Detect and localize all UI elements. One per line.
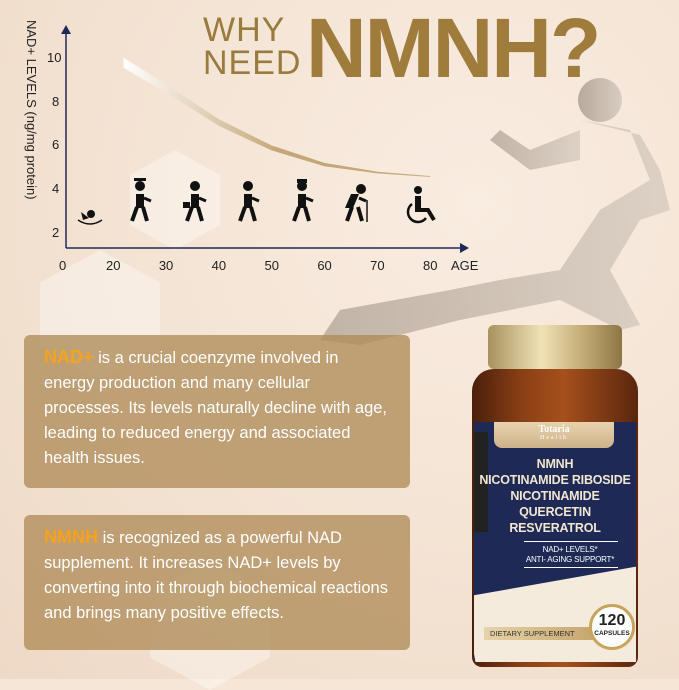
title-line1: WHY bbox=[203, 11, 286, 49]
x-tick-label: 80 bbox=[422, 258, 438, 273]
capsule-unit: CAPSULES bbox=[594, 630, 630, 637]
nad-decline-curve bbox=[123, 57, 430, 178]
nmnh-highlight: NMNH bbox=[44, 527, 98, 547]
x-tick-label: 60 bbox=[317, 258, 332, 273]
supplement-bottle: Totaria Health NMNH NICOTINAMIDE RIBOSID… bbox=[470, 325, 640, 667]
claim: NAD+ LEVELS* bbox=[542, 545, 598, 554]
brand-sub: Health bbox=[540, 435, 568, 441]
nmnh-info-box: NMNH is recognized as a powerful NAD sup… bbox=[24, 515, 410, 650]
elderly-cane-icon bbox=[345, 184, 368, 222]
x-axis-label: AGE bbox=[451, 258, 479, 273]
nad-age-chart bbox=[61, 25, 469, 253]
x-tick-label: 30 bbox=[158, 258, 174, 273]
x-tick-label: 0 bbox=[59, 258, 67, 273]
y-tick-label: 6 bbox=[52, 137, 60, 153]
capsule-count: 120 bbox=[598, 612, 626, 629]
bottle-label: Totaria Health NMNH NICOTINAMIDE RIBOSID… bbox=[474, 422, 636, 662]
y-axis-arrow bbox=[61, 25, 71, 34]
y-tick-label: 10 bbox=[47, 49, 62, 65]
x-tick-label: 70 bbox=[370, 258, 385, 273]
title-nmnh: NMNH? bbox=[306, 1, 601, 95]
baby-icon bbox=[77, 210, 103, 225]
ingredient: NICOTINAMIDE bbox=[510, 489, 600, 503]
brand-logo: Totaria Health bbox=[494, 422, 614, 448]
wheelchair-icon bbox=[406, 186, 436, 224]
y-tick-label: 8 bbox=[52, 93, 60, 109]
ingredient: RESVERATROL bbox=[509, 521, 601, 535]
bottle-cap bbox=[488, 325, 622, 369]
x-axis-arrow bbox=[460, 243, 469, 253]
ingredient: NMNH bbox=[536, 457, 574, 471]
businessman-icon bbox=[238, 181, 260, 222]
y-tick-label: 2 bbox=[52, 225, 60, 240]
runner-silhouette bbox=[320, 78, 670, 345]
badge-strip bbox=[474, 432, 488, 532]
nmnh-description: is recognized as a powerful NAD suppleme… bbox=[44, 529, 388, 622]
dietary-supplement-label: DIETARY SUPPLEMENT bbox=[484, 627, 594, 640]
title-why-need: WHY NEED bbox=[203, 11, 302, 82]
ingredient: NICOTINAMIDE RIBOSIDE bbox=[479, 473, 631, 487]
nad-description: is a crucial coenzyme involved in energy… bbox=[44, 349, 388, 467]
nad-info-box: NAD+ is a crucial coenzyme involved in e… bbox=[24, 335, 410, 488]
ingredient: QUERCETIN bbox=[519, 505, 591, 519]
x-tick-label: 50 bbox=[264, 258, 279, 273]
brand-name: Totaria bbox=[538, 424, 570, 435]
businessman-briefcase-icon bbox=[183, 181, 207, 222]
claim: ANTI- AGING SUPPORT* bbox=[525, 555, 615, 564]
y-tick-label: 4 bbox=[52, 181, 60, 197]
title-line2: NEED bbox=[203, 44, 302, 82]
x-tick-label: 40 bbox=[211, 258, 227, 273]
nad-highlight: NAD+ bbox=[44, 347, 94, 367]
capsule-count-badge: 120 CAPSULES bbox=[589, 604, 635, 650]
graduate-icon bbox=[130, 178, 152, 222]
elderly-man-hat-icon bbox=[292, 179, 314, 222]
x-tick-label: 20 bbox=[106, 258, 121, 273]
